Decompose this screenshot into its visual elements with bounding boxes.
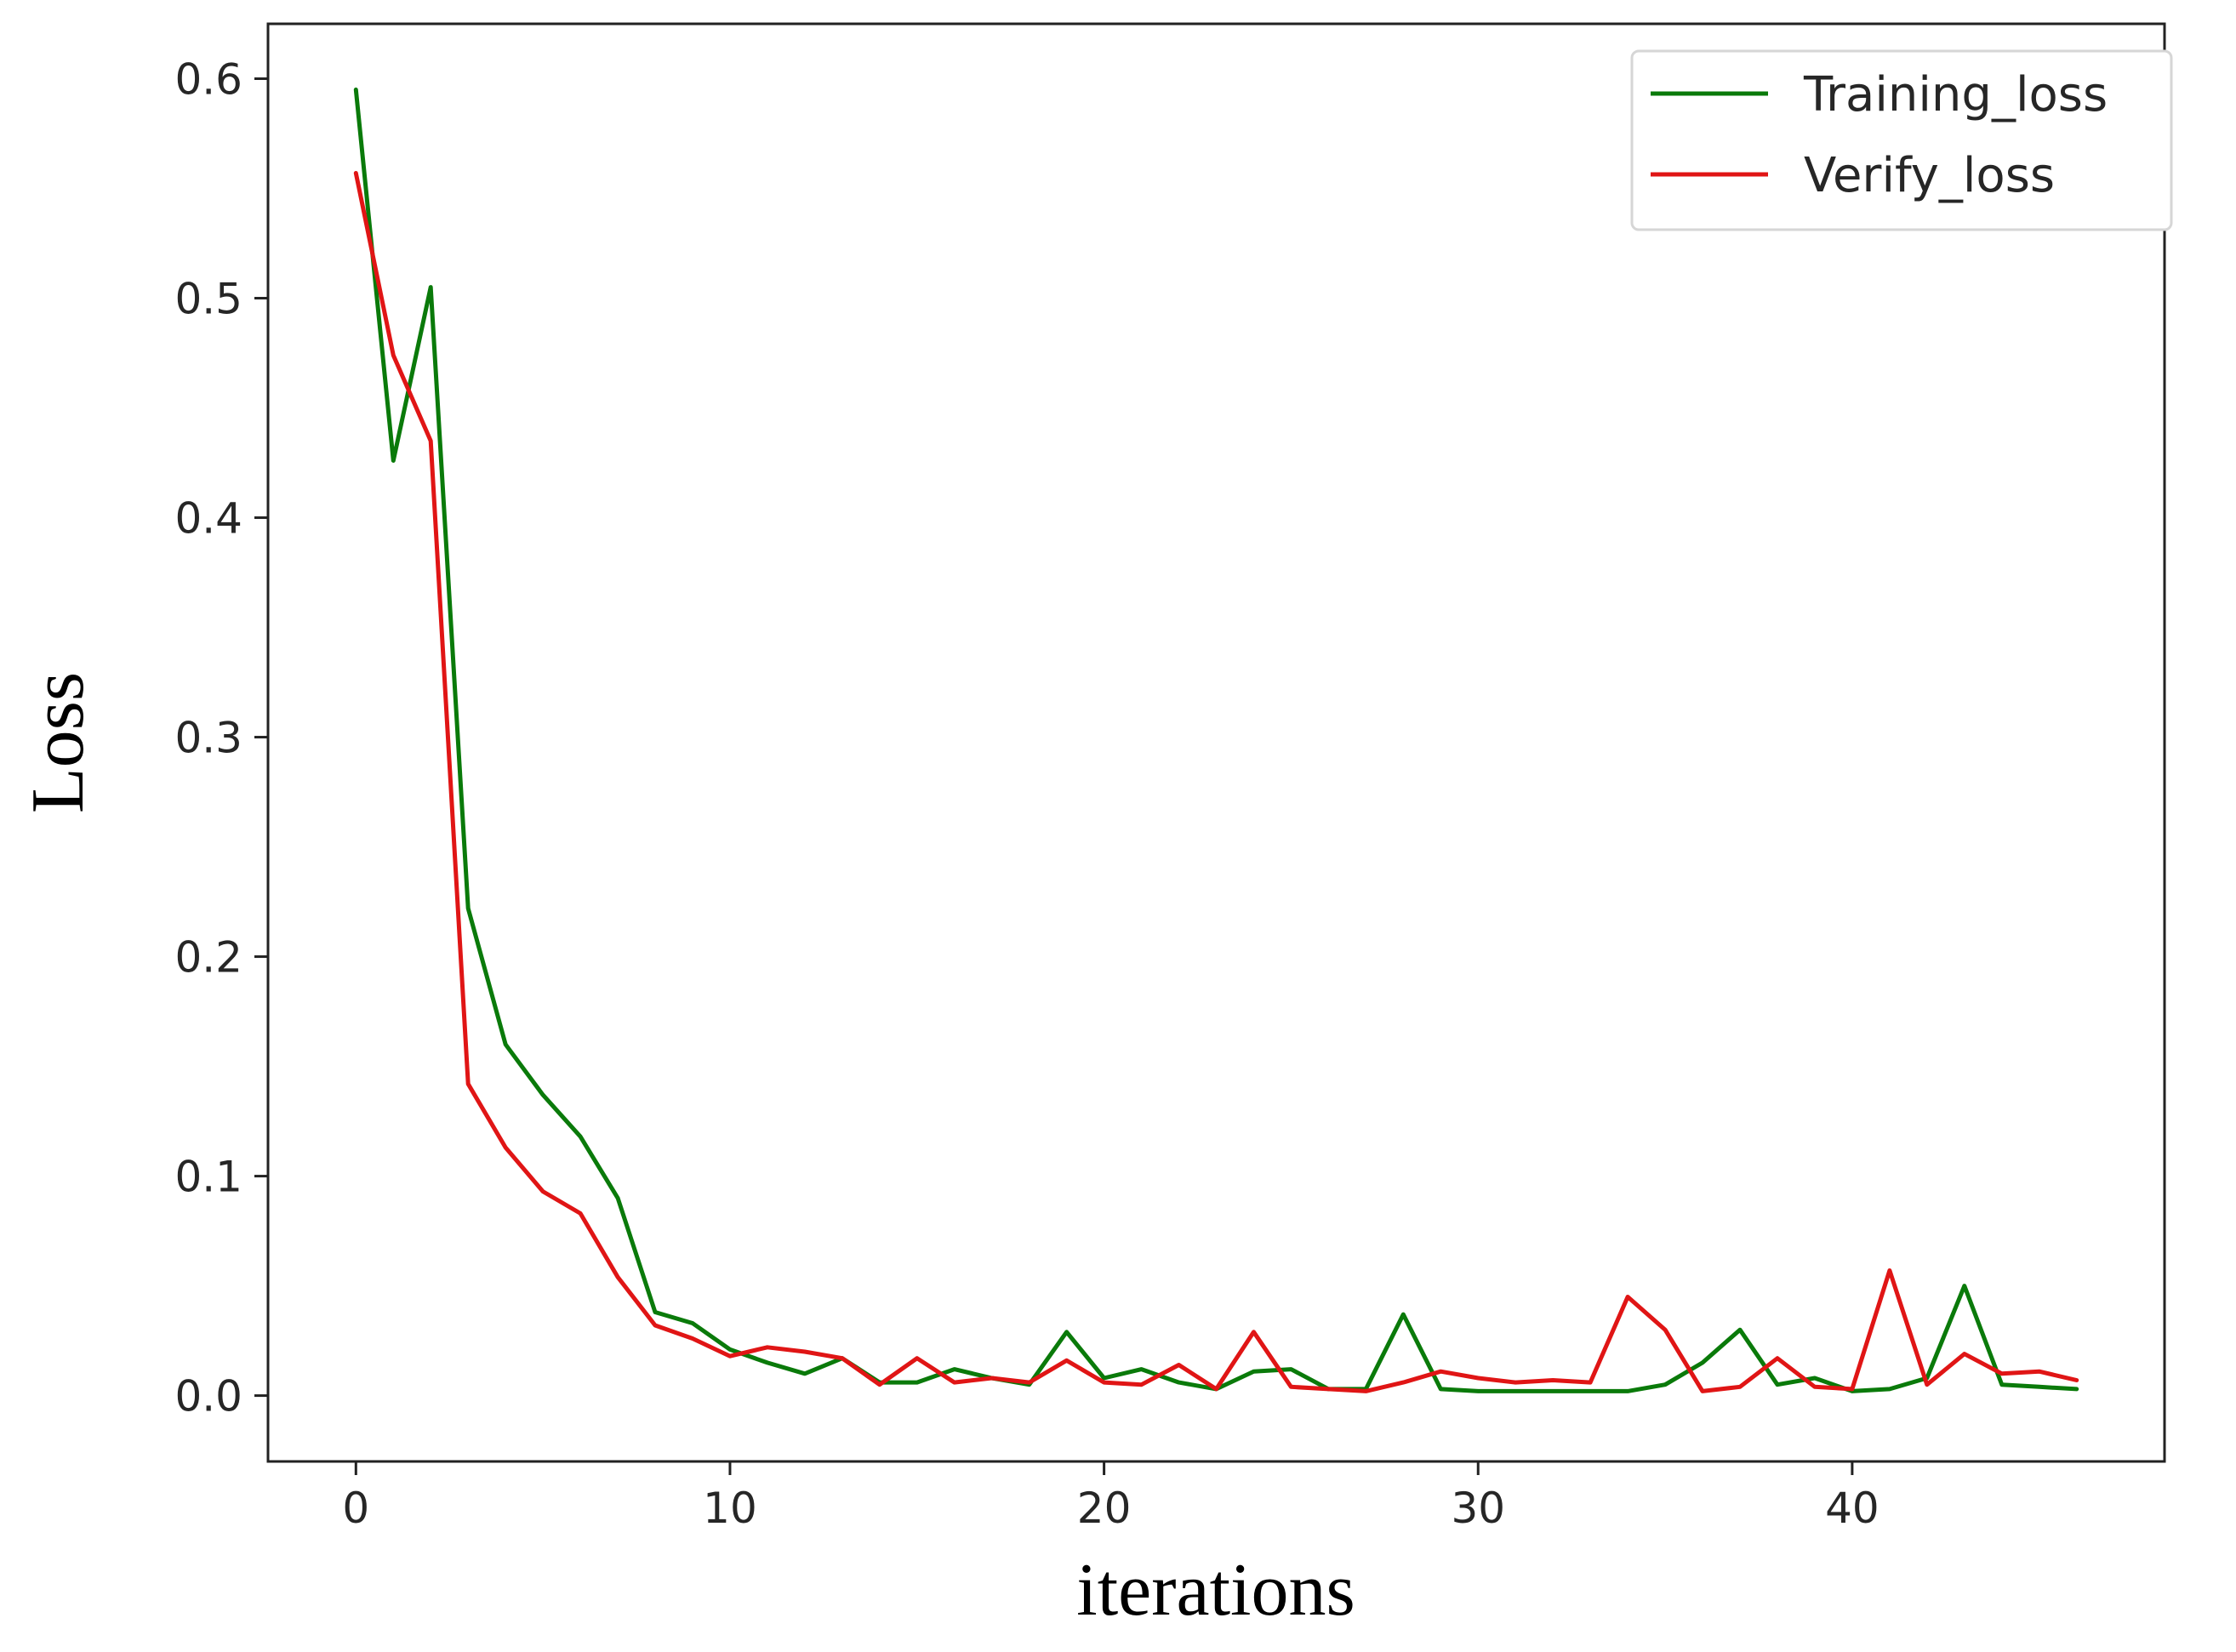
plot-area (266, 22, 2166, 1463)
legend: Training_loss Verify_loss (1630, 49, 2173, 231)
y-axis-title: Loss (17, 672, 100, 813)
legend-label-verify-loss: Verify_loss (1804, 148, 2055, 203)
y-tick-label: 0.1 (174, 1153, 242, 1202)
x-tick-label: 20 (1077, 1484, 1132, 1533)
x-tick-label: 30 (1451, 1484, 1505, 1533)
x-tick-label: 10 (703, 1484, 757, 1533)
series-lines (353, 87, 2079, 1393)
x-axis-title: iterations (1076, 1549, 1355, 1632)
series-line-verify-loss (353, 171, 2079, 1393)
y-tick-label: 0.6 (174, 55, 242, 105)
x-tick-label: 40 (1825, 1484, 1879, 1533)
y-axis-ticks: 0.0 0.1 0.2 0.3 0.4 0.5 0.6 (174, 55, 268, 1421)
legend-label-training-loss: Training_loss (1803, 67, 2108, 122)
x-axis-ticks: 0 10 20 30 40 (342, 1461, 1879, 1533)
x-tick-label: 0 (342, 1484, 369, 1533)
y-tick-label: 0.0 (174, 1372, 242, 1421)
y-tick-label: 0.4 (174, 494, 242, 544)
y-tick-label: 0.5 (174, 275, 242, 324)
y-tick-label: 0.3 (174, 714, 242, 763)
y-tick-label: 0.2 (174, 933, 242, 983)
